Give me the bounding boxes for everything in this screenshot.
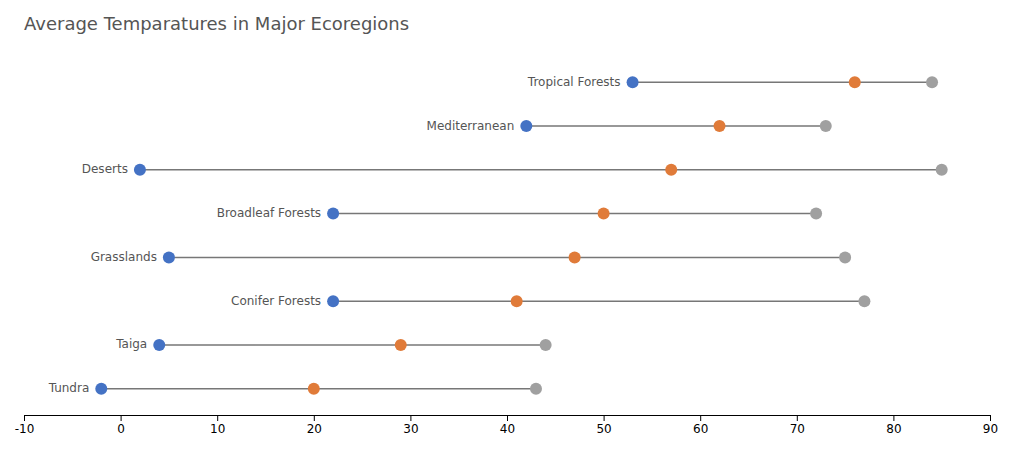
dot — [163, 251, 175, 263]
range-line — [633, 82, 932, 84]
x-tick-label: 40 — [500, 422, 515, 436]
category-label: Tundra — [48, 381, 90, 395]
x-tick-mark — [24, 415, 25, 421]
x-tick-label: 80 — [886, 422, 901, 436]
dot — [327, 208, 339, 220]
x-tick-mark — [314, 415, 315, 421]
range-line — [159, 344, 545, 346]
range-line — [333, 300, 864, 302]
range-line — [333, 213, 816, 215]
dot — [926, 76, 938, 88]
x-axis-line — [25, 416, 991, 422]
category-label: Conifer Forests — [231, 294, 321, 308]
x-tick-mark — [797, 415, 798, 421]
x-tick: 90 — [983, 415, 998, 436]
dot — [665, 164, 677, 176]
dot — [598, 208, 610, 220]
dot — [95, 383, 107, 395]
category-label: Broadleaf Forests — [217, 206, 321, 220]
category-label: Taiga — [115, 337, 147, 351]
x-tick: 60 — [693, 415, 708, 436]
dot — [134, 164, 146, 176]
x-axis: -10 0 10 20 30 40 50 60 70 80 90 — [15, 415, 998, 436]
x-tick-label: 70 — [790, 422, 805, 436]
title: Average Temparatures in Major Ecoregions — [24, 13, 409, 34]
dot — [627, 76, 639, 88]
x-tick: 0 — [117, 415, 125, 436]
x-tick-label: 90 — [983, 422, 998, 436]
dot — [936, 164, 948, 176]
dot — [820, 120, 832, 132]
x-tick-mark — [990, 415, 991, 421]
dot — [714, 120, 726, 132]
category-label: Grasslands — [91, 250, 157, 264]
dot — [810, 208, 822, 220]
x-tick-mark — [507, 415, 508, 421]
x-tick: -10 — [15, 415, 35, 436]
dot — [153, 339, 165, 351]
x-tick-label: 30 — [403, 422, 418, 436]
x-tick-label: -10 — [15, 422, 35, 436]
x-tick: 80 — [886, 415, 901, 436]
x-tick-label: 60 — [693, 422, 708, 436]
x-tick-label: 50 — [596, 422, 611, 436]
x-tick-mark — [893, 415, 894, 421]
dot — [520, 120, 532, 132]
dot — [530, 383, 542, 395]
marks — [95, 76, 947, 394]
dot — [327, 295, 339, 307]
dot — [540, 339, 552, 351]
dot — [395, 339, 407, 351]
range-line — [169, 257, 845, 259]
x-tick: 20 — [307, 415, 322, 436]
x-tick: 40 — [500, 415, 515, 436]
dot — [308, 383, 320, 395]
dot — [849, 76, 861, 88]
category-label: Deserts — [82, 162, 128, 176]
x-tick-mark — [700, 415, 701, 421]
x-tick: 10 — [210, 415, 225, 436]
x-tick-mark — [121, 415, 122, 421]
category-label: Mediterranean — [427, 119, 515, 133]
x-tick: 50 — [596, 415, 611, 436]
dot — [511, 295, 523, 307]
range-line — [526, 125, 825, 127]
dot — [569, 251, 581, 263]
x-tick-label: 10 — [210, 422, 225, 436]
range-line — [140, 169, 942, 171]
x-tick-label: 0 — [117, 422, 125, 436]
x-tick-mark — [217, 415, 218, 421]
x-tick-label: 20 — [307, 422, 322, 436]
dot — [858, 295, 870, 307]
dot — [839, 251, 851, 263]
x-tick-mark — [410, 415, 411, 421]
category-label: Tropical Forests — [527, 75, 621, 89]
x-tick-mark — [604, 415, 605, 421]
category-labels: Tundra Taiga Conifer Forests Grasslands Broa… — [48, 75, 621, 395]
chart: -10 0 10 20 30 40 50 60 70 80 90 Tundra Taiga Conifer… — [0, 0, 1024, 455]
x-tick: 30 — [403, 415, 418, 436]
x-tick: 70 — [790, 415, 805, 436]
plot: -10 0 10 20 30 40 50 60 70 80 90 Tundra Taiga Conifer… — [15, 75, 998, 436]
